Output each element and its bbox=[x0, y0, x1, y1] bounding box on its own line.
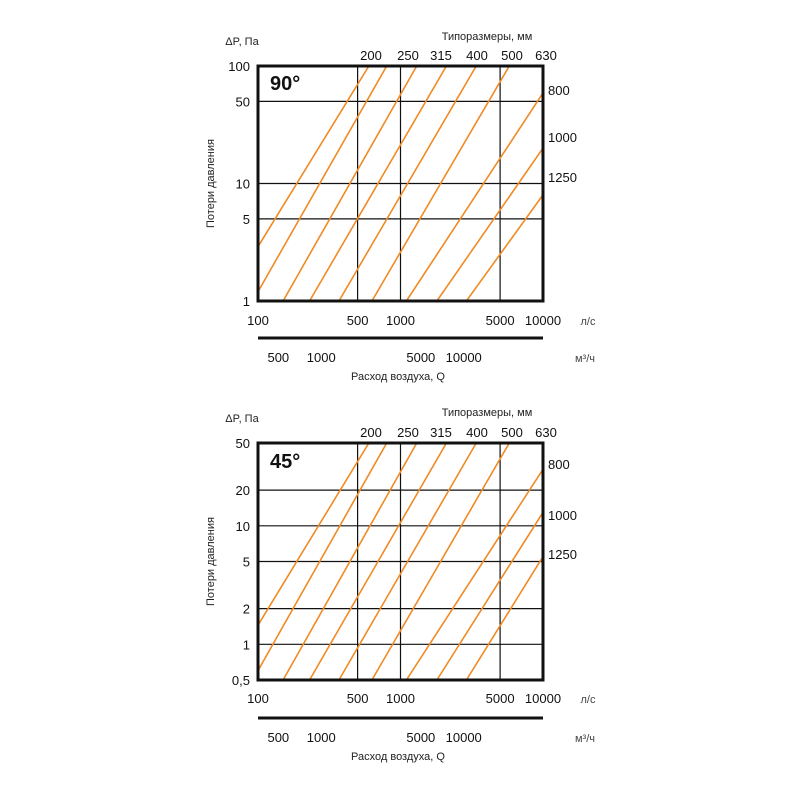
x2-tick-label: 5000 bbox=[406, 730, 435, 745]
size-label-1000: 1000 bbox=[548, 508, 577, 523]
y-axis-title: Потери давления bbox=[205, 139, 217, 228]
size-label-500: 500 bbox=[501, 48, 523, 63]
x-tick-label: 100 bbox=[247, 313, 269, 328]
y-tick-label: 10 bbox=[236, 519, 250, 534]
x-tick-label: 1000 bbox=[386, 691, 415, 706]
size-label-1250: 1250 bbox=[548, 547, 577, 562]
series-line-500 bbox=[338, 443, 477, 680]
series-group bbox=[258, 66, 543, 301]
x-axis-unit: л/с bbox=[581, 694, 596, 706]
size-label-800: 800 bbox=[548, 457, 570, 472]
x2-tick-label: 10000 bbox=[446, 350, 482, 365]
y-tick-label: 1 bbox=[243, 294, 250, 309]
x2-axis-unit: м³/ч bbox=[575, 733, 595, 745]
series-line-1000 bbox=[436, 147, 543, 301]
series-line-800 bbox=[405, 92, 543, 301]
y-tick-label: 5 bbox=[243, 555, 250, 570]
size-label-315: 315 bbox=[430, 425, 452, 440]
x2-axis-unit: м³/ч bbox=[575, 353, 595, 365]
series-line-400 bbox=[308, 443, 448, 680]
angle-label: 45° bbox=[270, 451, 300, 473]
x2-tick-label: 5000 bbox=[406, 350, 435, 365]
size-label-500: 500 bbox=[501, 425, 523, 440]
chart-1: 90° 1 5 10 50 100 ΔP, Па Потери давления Типораз… bbox=[205, 31, 596, 383]
y-tick-label: 5 bbox=[243, 212, 250, 227]
x-tick-label: 100 bbox=[247, 691, 269, 706]
size-label-200: 200 bbox=[360, 425, 382, 440]
series-line-1000 bbox=[436, 511, 543, 680]
top-axis-title: Типоразмеры, мм bbox=[442, 31, 533, 43]
size-label-1000: 1000 bbox=[548, 130, 577, 145]
chart-2: 45° 0,5 1 2 5 10 20 50 ΔP, Па Потери давления Типо… bbox=[205, 407, 596, 763]
x-tick-label: 500 bbox=[347, 313, 369, 328]
y-tick-label: 1 bbox=[243, 637, 250, 652]
series-line-800 bbox=[405, 468, 543, 680]
angle-label: 90° bbox=[270, 73, 300, 95]
size-label-200: 200 bbox=[360, 48, 382, 63]
x2-tick-label: 500 bbox=[267, 350, 289, 365]
series-line-250 bbox=[258, 443, 388, 672]
size-label-800: 800 bbox=[548, 83, 570, 98]
series-line-400 bbox=[308, 66, 448, 301]
x-axis-title: Расход воздуха, Q bbox=[351, 751, 445, 763]
y-tick-label: 0,5 bbox=[232, 673, 250, 688]
x2-tick-label: 1000 bbox=[307, 350, 336, 365]
series-line-1250 bbox=[465, 194, 543, 301]
series-group bbox=[258, 443, 543, 680]
x-axis-title: Расход воздуха, Q bbox=[351, 371, 445, 383]
y-tick-label: 10 bbox=[236, 177, 250, 192]
y-axis-unit: ΔP, Па bbox=[225, 36, 259, 48]
x2-tick-label: 10000 bbox=[446, 730, 482, 745]
x-tick-label: 10000 bbox=[525, 313, 561, 328]
series-line-500 bbox=[338, 66, 477, 301]
x2-tick-label: 1000 bbox=[307, 730, 336, 745]
size-label-630: 630 bbox=[535, 425, 557, 440]
size-label-1250: 1250 bbox=[548, 170, 577, 185]
series-line-630 bbox=[371, 443, 510, 680]
plot-frame bbox=[256, 441, 545, 682]
x-tick-label: 5000 bbox=[486, 691, 515, 706]
size-label-630: 630 bbox=[535, 48, 557, 63]
plot-frame bbox=[256, 64, 545, 303]
x-tick-label: 1000 bbox=[386, 313, 415, 328]
series-line-630 bbox=[371, 66, 510, 301]
x2-tick-label: 500 bbox=[267, 730, 289, 745]
x-tick-label: 10000 bbox=[525, 691, 561, 706]
size-label-400: 400 bbox=[466, 48, 488, 63]
y-tick-label: 2 bbox=[243, 602, 250, 617]
y-axis-unit: ΔP, Па bbox=[225, 413, 259, 425]
x-tick-label: 5000 bbox=[486, 313, 515, 328]
series-line-315 bbox=[282, 66, 418, 301]
size-label-250: 250 bbox=[397, 425, 419, 440]
y-tick-label: 20 bbox=[236, 483, 250, 498]
top-axis-title: Типоразмеры, мм bbox=[442, 407, 533, 419]
series-line-315 bbox=[282, 443, 418, 680]
x-axis-unit: л/с bbox=[581, 316, 596, 328]
y-tick-label: 50 bbox=[236, 436, 250, 451]
series-line-1250 bbox=[465, 556, 543, 680]
y-axis-title: Потери давления bbox=[205, 517, 217, 606]
y-tick-label: 100 bbox=[228, 59, 250, 74]
series-line-200 bbox=[258, 66, 370, 248]
size-label-250: 250 bbox=[397, 48, 419, 63]
y-tick-label: 50 bbox=[236, 94, 250, 109]
size-label-315: 315 bbox=[430, 48, 452, 63]
series-line-200 bbox=[258, 443, 370, 626]
x-tick-label: 500 bbox=[347, 691, 369, 706]
series-line-250 bbox=[258, 66, 388, 293]
size-label-400: 400 bbox=[466, 425, 488, 440]
